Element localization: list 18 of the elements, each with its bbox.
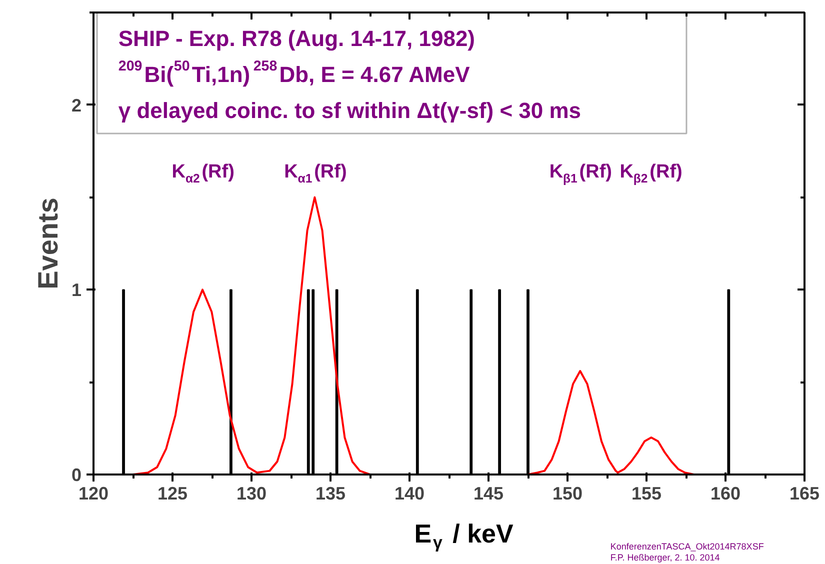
x-tick-label: 145 — [473, 484, 504, 504]
text: F.P. Heßberger, 2. 10. 2014 — [610, 552, 720, 562]
text: KonferenzenTASCA_Okt2014R78XSF — [610, 542, 764, 552]
x-tick-label: 165 — [789, 484, 820, 504]
x-tick-label: 125 — [157, 484, 188, 504]
y-axis-title: Events — [32, 198, 64, 290]
y-tick-label: 0 — [71, 465, 82, 485]
x-tick-label: 135 — [315, 484, 346, 504]
y-tick-label: 1 — [71, 280, 82, 300]
annotation: γ delayed coinc. to sf within Δt(γ-sf) < 30 ms — [118, 98, 582, 123]
x-tick-label: 130 — [236, 484, 267, 504]
x-tick-label: 120 — [78, 484, 109, 504]
annotation: SHIP - Exp. R78 (Aug. 14-17, 1982) — [118, 26, 476, 51]
x-tick-label: 140 — [394, 484, 425, 504]
x-tick-label: 160 — [710, 484, 741, 504]
y-tick-label: 2 — [71, 95, 82, 116]
x-tick-label: 155 — [631, 484, 662, 504]
x-tick-label: 150 — [552, 484, 583, 504]
